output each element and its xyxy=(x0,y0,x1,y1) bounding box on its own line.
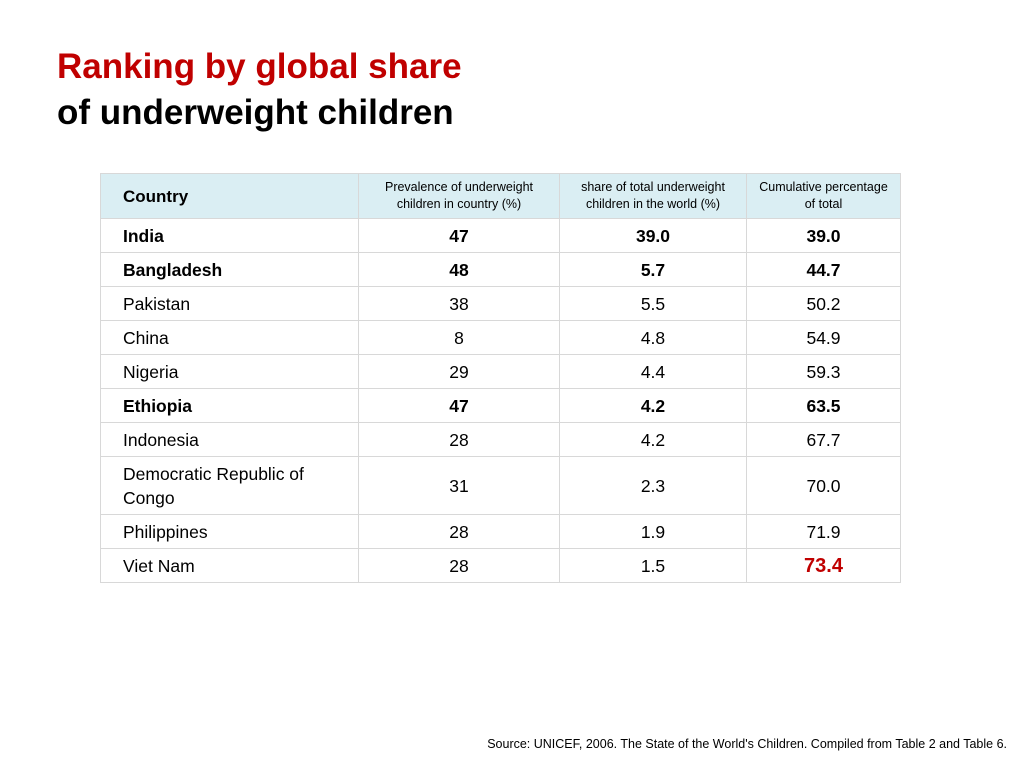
slide-title: Ranking by global share of underweight c… xyxy=(57,44,462,136)
cell-country: India xyxy=(100,218,359,253)
table-row: Indonesia 28 4.2 67.7 xyxy=(100,422,901,457)
table-row: Philippines 28 1.9 71.9 xyxy=(100,514,901,549)
cell-cumulative: 59.3 xyxy=(746,354,901,389)
cell-country: China xyxy=(100,320,359,355)
cell-prevalence: 8 xyxy=(358,320,560,355)
title-line-1: Ranking by global share xyxy=(57,47,462,86)
table-row: Bangladesh 48 5.7 44.7 xyxy=(100,252,901,287)
header-share: share of total underweight children in t… xyxy=(559,173,747,219)
ranking-table: Country Prevalence of underweight childr… xyxy=(100,173,901,583)
cell-cumulative: 71.9 xyxy=(746,514,901,549)
cell-cumulative: 44.7 xyxy=(746,252,901,287)
cell-cumulative: 67.7 xyxy=(746,422,901,457)
table-row: Democratic Republic of Congo 31 2.3 70.0 xyxy=(100,456,901,515)
cell-prevalence: 47 xyxy=(358,218,560,253)
cell-share: 1.5 xyxy=(559,548,747,583)
header-cumulative: Cumulative percentage of total xyxy=(746,173,901,219)
table-row: Pakistan 38 5.5 50.2 xyxy=(100,286,901,321)
cell-prevalence: 31 xyxy=(358,456,560,515)
cell-share: 1.9 xyxy=(559,514,747,549)
cell-country: Bangladesh xyxy=(100,252,359,287)
cell-share: 4.4 xyxy=(559,354,747,389)
cell-prevalence: 28 xyxy=(358,422,560,457)
cell-share: 4.2 xyxy=(559,388,747,423)
cell-cumulative: 63.5 xyxy=(746,388,901,423)
table-row: China 8 4.8 54.9 xyxy=(100,320,901,355)
table-body: India 47 39.0 39.0 Bangladesh 48 5.7 44.7 Pakist… xyxy=(100,218,901,583)
cell-share: 4.8 xyxy=(559,320,747,355)
cell-country: Nigeria xyxy=(100,354,359,389)
table-row: Ethiopia 47 4.2 63.5 xyxy=(100,388,901,423)
cell-country: Pakistan xyxy=(100,286,359,321)
cell-share: 5.7 xyxy=(559,252,747,287)
cell-country: Viet Nam xyxy=(100,548,359,583)
ranking-table-container: Country Prevalence of underweight childr… xyxy=(100,173,901,583)
cell-share: 5.5 xyxy=(559,286,747,321)
cell-prevalence: 48 xyxy=(358,252,560,287)
cell-share: 39.0 xyxy=(559,218,747,253)
table-row: Nigeria 29 4.4 59.3 xyxy=(100,354,901,389)
cell-cumulative: 50.2 xyxy=(746,286,901,321)
cell-country: Democratic Republic of Congo xyxy=(100,456,359,515)
cell-country: Philippines xyxy=(100,514,359,549)
header-country: Country xyxy=(100,173,359,219)
cell-cumulative: 70.0 xyxy=(746,456,901,515)
cell-country: Ethiopia xyxy=(100,388,359,423)
header-prevalence: Prevalence of underweight children in co… xyxy=(358,173,560,219)
cell-cumulative: 39.0 xyxy=(746,218,901,253)
cell-prevalence: 47 xyxy=(358,388,560,423)
cell-prevalence: 29 xyxy=(358,354,560,389)
cell-prevalence: 28 xyxy=(358,548,560,583)
cell-share: 4.2 xyxy=(559,422,747,457)
source-note: Source: UNICEF, 2006. The State of the W… xyxy=(487,737,1007,751)
table-header-row: Country Prevalence of underweight childr… xyxy=(100,173,901,219)
title-line-2: of underweight children xyxy=(57,93,454,132)
cell-prevalence: 38 xyxy=(358,286,560,321)
cell-prevalence: 28 xyxy=(358,514,560,549)
table-row: India 47 39.0 39.0 xyxy=(100,218,901,253)
cell-cumulative: 73.4 xyxy=(746,548,901,583)
cell-share: 2.3 xyxy=(559,456,747,515)
cell-country: Indonesia xyxy=(100,422,359,457)
cell-cumulative: 54.9 xyxy=(746,320,901,355)
table-row: Viet Nam 28 1.5 73.4 xyxy=(100,548,901,583)
